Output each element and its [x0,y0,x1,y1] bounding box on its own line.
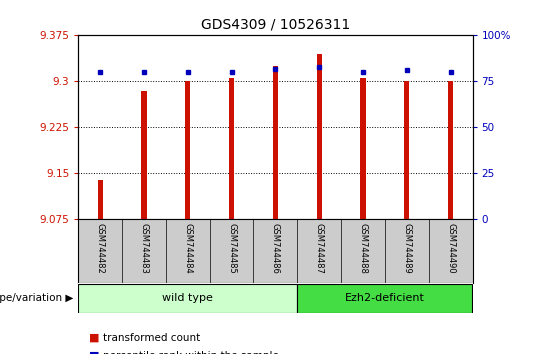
Bar [141,91,147,219]
Bar [98,179,103,219]
Bar [78,284,298,313]
Text: GSM744487: GSM744487 [315,223,323,274]
Bar [404,81,409,219]
Text: genotype/variation ▶: genotype/variation ▶ [0,293,73,303]
Bar [360,78,366,219]
Text: GSM744489: GSM744489 [402,223,411,273]
Text: GSM744482: GSM744482 [96,223,105,273]
Text: ■: ■ [89,351,99,354]
Text: percentile rank within the sample: percentile rank within the sample [103,351,279,354]
Text: transformed count: transformed count [103,333,200,343]
Text: GSM744488: GSM744488 [359,223,368,274]
Bar [229,78,234,219]
Title: GDS4309 / 10526311: GDS4309 / 10526311 [201,17,350,32]
Text: Ezh2-deficient: Ezh2-deficient [345,293,425,303]
Text: GSM744485: GSM744485 [227,223,236,273]
Bar [298,284,472,313]
Text: GSM744483: GSM744483 [139,223,148,274]
Text: wild type: wild type [163,293,213,303]
Text: GSM744484: GSM744484 [183,223,192,273]
Bar [185,81,191,219]
Bar [448,81,453,219]
Bar [316,54,322,219]
Bar [273,66,278,219]
Text: GSM744486: GSM744486 [271,223,280,274]
Text: ■: ■ [89,333,99,343]
Text: GSM744490: GSM744490 [446,223,455,273]
